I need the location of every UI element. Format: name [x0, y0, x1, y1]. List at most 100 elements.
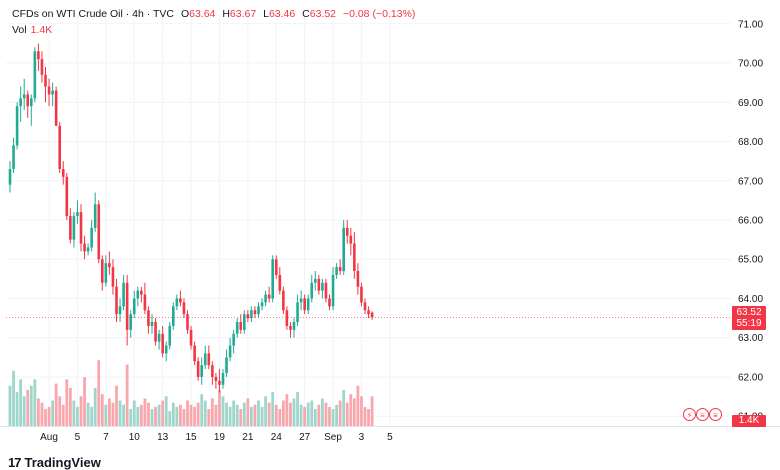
volume-bar: [40, 402, 44, 426]
volume-bar: [161, 400, 165, 426]
volume-bar: [324, 402, 328, 426]
volume-bar: [214, 404, 218, 426]
candle-body: [30, 98, 33, 107]
volume-bar: [147, 402, 150, 426]
candle-body: [93, 204, 97, 228]
candle-body: [8, 168, 12, 185]
time-scale-label: 10: [129, 432, 141, 443]
candle-body: [44, 74, 47, 87]
candle-body: [314, 278, 317, 283]
candle-body: [186, 314, 189, 330]
open-value: 63.64: [189, 8, 216, 20]
volume-bar: [37, 398, 40, 426]
volume-bar: [221, 396, 225, 426]
volume-bar: [257, 400, 260, 426]
candle-body: [90, 227, 93, 248]
time-scale-label: 27: [299, 432, 311, 443]
candle-body: [79, 212, 83, 244]
symbol-name[interactable]: CFDs on WTI Crude Oil · 4h · TVC: [12, 8, 175, 20]
volume-bar: [321, 398, 324, 426]
candle-body: [303, 298, 306, 311]
candle-body: [338, 267, 342, 272]
candle-body: [189, 329, 193, 346]
volume-bar: [278, 409, 282, 426]
candle-body: [136, 290, 140, 299]
candle-body: [246, 314, 250, 319]
volume-bar: [143, 398, 147, 426]
candle-body: [292, 322, 296, 330]
candle-body: [19, 98, 22, 107]
volume-bar: [349, 394, 353, 426]
price-scale-label: 63.00: [738, 333, 763, 344]
volume-bar: [331, 409, 335, 426]
candle-body: [26, 94, 30, 107]
candle-body: [257, 306, 260, 315]
candle-body: [104, 263, 108, 283]
bar-countdown: 55:19: [736, 318, 762, 329]
us-flag-icon[interactable]: ≡: [709, 408, 722, 421]
chart-legend: CFDs on WTI Crude Oil · 4h · TVC O63.64 …: [12, 6, 415, 38]
price-scale-label: 64.00: [738, 294, 763, 305]
volume-bar: [33, 379, 37, 426]
candle-body: [15, 106, 19, 146]
legend-row-ohlc: CFDs on WTI Crude Oil · 4h · TVC O63.64 …: [12, 6, 415, 22]
time-scale-label: 15: [185, 432, 197, 443]
volume-bar: [370, 396, 374, 426]
candle-body: [140, 290, 143, 295]
candle-body: [196, 361, 200, 377]
volume-label[interactable]: Vol: [12, 24, 27, 36]
candle-body: [115, 286, 118, 315]
volume-bar: [12, 370, 15, 426]
volume-bar: [186, 400, 189, 426]
lightning-icon[interactable]: ⚡: [683, 408, 696, 421]
us-flag-icon[interactable]: ≡: [696, 408, 709, 421]
candle-body: [33, 51, 37, 99]
volume-bar: [292, 398, 296, 426]
volume-bar: [196, 402, 200, 426]
time-scale-label: 19: [214, 432, 226, 443]
volume-bar: [175, 406, 179, 426]
candle-body: [278, 274, 282, 291]
volume-bar: [193, 406, 196, 426]
volume-bar: [179, 404, 182, 426]
volume-bar: [210, 398, 214, 426]
volume-bar: [356, 385, 360, 426]
candle-body: [232, 333, 235, 346]
time-scale-label: Sep: [324, 432, 342, 443]
time-scale-label: Aug: [40, 432, 58, 443]
volume-bar: [267, 402, 271, 426]
candle-body: [321, 282, 324, 291]
volume-bar: [164, 396, 168, 426]
candle-body: [306, 298, 310, 311]
volume-bar: [8, 385, 12, 426]
high-label: H: [222, 8, 230, 20]
volume-bar: [360, 396, 363, 426]
candle-body: [47, 86, 51, 95]
candle-body: [61, 168, 65, 177]
volume-bar: [15, 392, 19, 426]
candle-body: [83, 243, 86, 252]
candle-body: [132, 298, 136, 315]
candle-body: [157, 333, 161, 342]
volume-bar: [182, 409, 186, 426]
tradingview-logo[interactable]: 17 TradingView: [8, 455, 101, 470]
candle-body: [122, 282, 125, 307]
candle-body: [51, 90, 54, 95]
volume-bar: [264, 396, 267, 426]
volume-bar: [68, 387, 72, 426]
candle-body: [221, 373, 225, 385]
candle-body: [285, 310, 289, 326]
volume-bar: [246, 398, 250, 426]
candle-body: [118, 306, 122, 315]
legend-row-volume: Vol 1.4K: [12, 22, 415, 38]
candle-body: [342, 227, 345, 272]
candle-body: [345, 227, 349, 236]
volume-bar: [352, 398, 356, 426]
candle-body: [271, 259, 274, 299]
candle-body: [179, 298, 182, 303]
low-value: 63.46: [268, 8, 296, 20]
volume-bar: [129, 409, 133, 426]
volume-bar: [239, 409, 243, 426]
volume-bar: [125, 364, 129, 426]
